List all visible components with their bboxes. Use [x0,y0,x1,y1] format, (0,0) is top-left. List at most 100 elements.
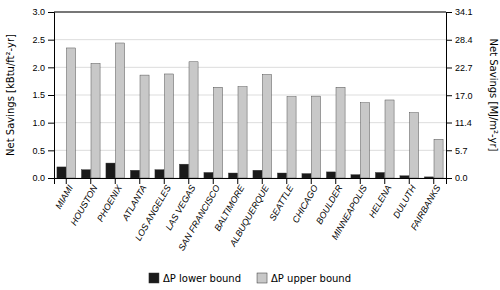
tick: ALBUQUERQUE [227,178,271,249]
tick: MINNEAPOLIS [330,178,369,242]
tick: 0.0 [32,173,54,183]
bar [326,172,335,178]
tick-mark [48,123,54,124]
bar [228,173,237,178]
bar [287,97,296,178]
tick: 3.0 [32,7,54,17]
tick: 34.1 [446,7,473,17]
tick-label: MINNEAPOLIS [330,183,369,241]
tick: 1.5 [32,90,54,100]
tick: LOS ANGELES [133,178,173,243]
legend-item: ΔP upper bound [257,273,351,284]
legend-label: ΔP upper bound [271,273,351,284]
bar [336,87,345,178]
grid-line [54,39,446,40]
tick: 17.0 [446,91,473,101]
bar [130,170,139,178]
tick-mark [446,40,452,41]
tick-label: SAN FRANCISCO [176,183,222,252]
bar [360,103,369,178]
bar [434,139,443,178]
tick-label: 34.1 [455,7,473,17]
bar [164,74,173,178]
tick: 22.7 [446,63,473,73]
tick-label: FAIRBANKS [409,183,443,232]
frame-line [54,12,446,13]
bar [57,167,66,178]
tick: SAN FRANCISCO [176,178,222,252]
bar [302,174,311,178]
bar [204,172,213,178]
y2-axis: 0.0 5.7 11.4 17.0 22.7 28.4 34.1 [446,7,473,183]
tick: 0.5 [32,146,54,156]
grid-line [54,95,446,96]
bar-series [66,43,443,178]
tick-mark [446,95,452,96]
tick: MIAMI [53,178,75,211]
bar [155,170,164,178]
tick-label: 11.4 [455,118,472,128]
bar [400,176,409,178]
tick-label: HELENA [367,183,394,219]
tick: HOUSTON [69,178,100,227]
bar [179,164,188,178]
tick: FAIRBANKS [409,178,443,232]
grid-line [54,12,446,13]
axis-line [55,179,447,185]
tick-mark [48,67,54,68]
bar [262,75,271,178]
tick-label: 0.0 [455,173,468,183]
chart: MIAMIHOUSTONPHOENIXATLANTALOS ANGELESLAS… [0,0,500,290]
tick-label: HOUSTON [69,183,100,227]
tick: 5.7 [446,146,468,156]
bar [424,177,433,178]
legend-swatch [149,273,159,283]
y2-axis-title: Net Savings [MJ/m²-yr] [488,39,499,152]
bar [375,172,384,178]
bar [351,175,360,178]
grid [54,12,446,178]
tick-label: 1.0 [32,118,45,128]
bar [409,113,418,178]
bars [57,43,443,178]
axis-line [48,13,55,179]
tick-mark [48,178,54,179]
tick: 2.0 [32,63,54,73]
tick-label: 2.0 [32,63,45,73]
tick-label: 0.0 [32,173,45,183]
tick: 11.4 [446,118,472,128]
legend-swatch [257,273,267,283]
tick-mark [48,12,54,13]
bar [91,63,100,178]
tick-mark [446,123,452,124]
tick: 28.4 [446,35,473,45]
x-axis: MIAMIHOUSTONPHOENIXATLANTALOS ANGELESLAS… [53,178,446,252]
y-axis-title: Net Savings [kBtu/ft²-yr] [5,34,16,156]
tick-mark [446,150,452,151]
tick-label: 22.7 [455,63,473,73]
bar [81,170,90,178]
tick-label: MIAMI [53,183,75,211]
tick-label: DULUTH [391,183,418,220]
tick-label: 17.0 [455,91,473,101]
bar [106,163,115,178]
bar [66,48,75,178]
tick-label: 0.5 [32,146,45,156]
bar [253,170,262,178]
tick-label: 28.4 [455,35,473,45]
bar [311,96,320,178]
tick: 1.0 [32,118,54,128]
bar [213,87,222,178]
bar [189,62,198,178]
tick-label: 1.5 [32,90,45,100]
tick: 2.5 [32,35,54,45]
tick: HELENA [367,178,394,219]
bar [385,100,394,178]
tick-mark [446,67,452,68]
legend: ΔP lower boundΔP upper bound [149,273,351,284]
tick-mark [48,40,54,41]
tick-mark [48,150,54,151]
bar [140,75,149,178]
tick-label: 2.5 [32,35,45,45]
tick-label: LOS ANGELES [133,183,173,242]
